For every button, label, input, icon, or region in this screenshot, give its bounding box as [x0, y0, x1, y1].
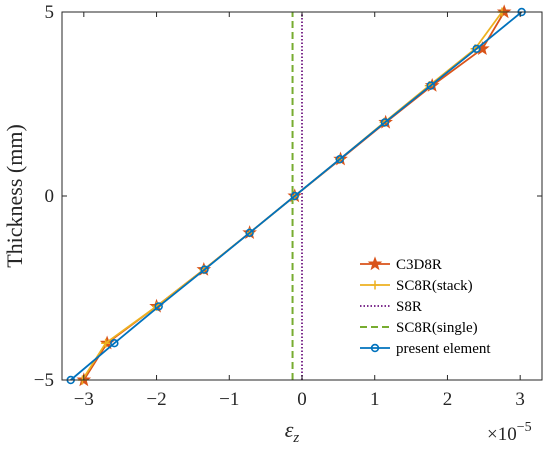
- data-point: [380, 118, 390, 127]
- x-tick-label: 3: [515, 389, 525, 410]
- legend-item: SC8R(single): [360, 320, 478, 336]
- x-axis-multiplier-base: ×10: [487, 424, 517, 445]
- legend-label: SC8R(stack): [396, 278, 473, 294]
- y-tick-label: 0: [45, 186, 55, 207]
- plot-area-background: [62, 12, 542, 380]
- data-point: [472, 44, 481, 53]
- x-tick-label: 0: [297, 389, 307, 410]
- legend-label: SC8R(single): [396, 320, 478, 336]
- data-point: [335, 155, 345, 164]
- legend-item: present element: [360, 341, 491, 357]
- y-tick-label: 5: [45, 2, 55, 23]
- legend-label: present element: [396, 341, 491, 357]
- data-layer: [66, 4, 526, 387]
- data-point: [290, 191, 299, 201]
- data-point: [101, 338, 111, 348]
- series-line: [70, 11, 523, 381]
- legend-item: C3D8R: [360, 256, 442, 273]
- x-axis-label-symbol: ε: [285, 417, 294, 442]
- x-tick-label: −3: [74, 389, 94, 410]
- x-axis-label-subscript: z: [292, 430, 299, 446]
- data-point: [154, 302, 163, 311]
- x-axis-label: εz: [285, 417, 300, 446]
- legend-label: C3D8R: [396, 257, 442, 273]
- legend-label: S8R: [396, 299, 422, 315]
- data-point: [426, 81, 435, 90]
- legend: C3D8R SC8R(stack) S8R SC8R(single) present e…: [360, 256, 491, 357]
- ticks-layer: −3 −2 −1 0 1 2 3 −5 0 5: [34, 2, 542, 410]
- y-tick-label: −5: [34, 370, 54, 391]
- x-axis-multiplier-exponent: −5: [517, 420, 532, 435]
- x-tick-label: 1: [370, 389, 380, 410]
- data-point: [110, 339, 119, 348]
- y-axis-label: Thickness (mm): [2, 124, 27, 268]
- legend-marker: [367, 256, 383, 271]
- x-axis-multiplier: ×10−5: [487, 420, 532, 445]
- x-tick-label: −1: [219, 389, 239, 410]
- legend-item: SC8R(stack): [360, 278, 473, 294]
- legend-item: S8R: [360, 299, 422, 315]
- data-point: [245, 228, 254, 238]
- legend-marker: [370, 343, 380, 353]
- data-point: [200, 265, 209, 274]
- legend-marker: [370, 280, 380, 290]
- series-present-element: [66, 7, 526, 385]
- x-tick-label: 2: [443, 389, 453, 410]
- x-tick-label: −2: [146, 389, 166, 410]
